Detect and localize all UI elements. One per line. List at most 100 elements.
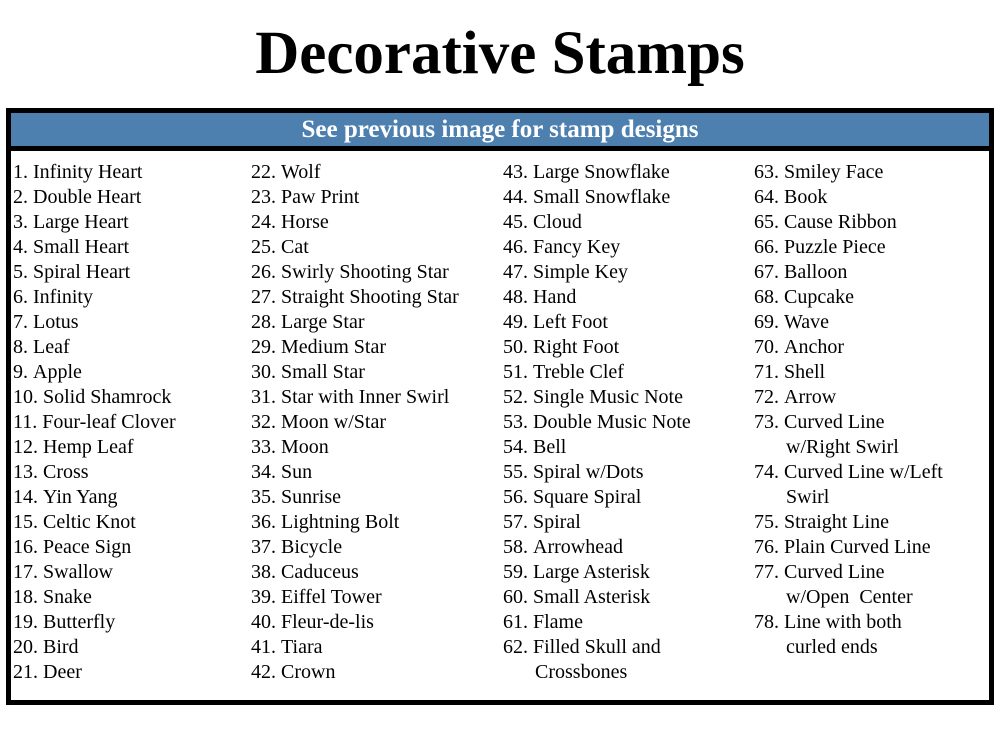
item-number: 23. (251, 186, 276, 208)
list-item: 15. Celtic Knot (13, 511, 136, 533)
item-number: 6. (13, 286, 28, 308)
item-number: 69. (754, 311, 779, 333)
list-item: 16. Peace Sign (13, 536, 132, 558)
list-item: 24. Horse (251, 211, 329, 233)
item-number: 34. (251, 461, 276, 483)
list-item: 10. Solid Shamrock (13, 386, 172, 408)
list-item: 78. Line with both curled ends (754, 611, 902, 658)
item-number: 7. (13, 311, 28, 333)
item-number: 66. (754, 236, 779, 258)
banner: See previous image for stamp designs (11, 113, 989, 151)
list-item: 27. Straight Shooting Star (251, 286, 459, 308)
item-number: 48. (503, 286, 528, 308)
list-item: 35. Sunrise (251, 486, 341, 508)
item-number: 50. (503, 336, 528, 358)
item-number: 78. (754, 611, 779, 633)
item-number: 33. (251, 436, 276, 458)
list-item: 74. Curved Line w/Left Swirl (754, 461, 943, 508)
item-number: 62. (503, 636, 528, 658)
list-item: 61. Flame (503, 611, 583, 633)
list-item: 29. Medium Star (251, 336, 386, 358)
list-item: 65. Cause Ribbon (754, 211, 897, 233)
item-number: 67. (754, 261, 779, 283)
list-item: 55. Spiral w/Dots (503, 461, 644, 483)
list-item: 48. Hand (503, 286, 577, 308)
stamp-list-box: See previous image for stamp designs 1. I… (6, 108, 994, 705)
item-number: 60. (503, 586, 528, 608)
item-number: 49. (503, 311, 528, 333)
list-item: 6. Infinity (13, 286, 93, 308)
list-item: 2. Double Heart (13, 186, 142, 208)
list-item: 26. Swirly Shooting Star (251, 261, 449, 283)
list-item: 58. Arrowhead (503, 536, 623, 558)
list-item: 67. Balloon (754, 261, 848, 283)
item-number: 37. (251, 536, 276, 558)
list-item: 8. Leaf (13, 336, 70, 358)
item-number: 63. (754, 161, 779, 183)
list-item: 42. Crown (251, 661, 336, 683)
item-number: 72. (754, 386, 779, 408)
item-number: 46. (503, 236, 528, 258)
item-number: 4. (13, 236, 28, 258)
item-number: 21. (13, 661, 38, 683)
list-item: 18. Snake (13, 586, 92, 608)
item-number: 64. (754, 186, 779, 208)
banner-text: See previous image for stamp designs (301, 116, 699, 143)
list-item: 9. Apple (13, 361, 82, 383)
list-item: 51. Treble Clef (503, 361, 624, 383)
item-number: 14. (13, 486, 38, 508)
list-item: 31. Star with Inner Swirl (251, 386, 450, 408)
item-number: 20. (13, 636, 38, 658)
list-item: 57. Spiral (503, 511, 581, 533)
item-number: 70. (754, 336, 779, 358)
item-number: 3. (13, 211, 28, 233)
item-number: 31. (251, 386, 276, 408)
stamp-list: 1. Infinity Heart 2. Double Heart 3. Large He… (11, 151, 989, 685)
item-number: 36. (251, 511, 276, 533)
list-column: 43. Large Snowflake 44. Small Snowflake 45. C… (503, 160, 754, 685)
item-number: 58. (503, 536, 528, 558)
list-item: 39. Eiffel Tower (251, 586, 382, 608)
list-item: 38. Caduceus (251, 561, 359, 583)
page-title: Decorative Stamps (255, 20, 745, 87)
list-item: 32. Moon w/Star (251, 411, 386, 433)
list-item: 71. Shell (754, 361, 826, 383)
item-number: 57. (503, 511, 528, 533)
list-item: 23. Paw Print (251, 186, 360, 208)
list-item: 72. Arrow (754, 386, 837, 408)
item-number: 28. (251, 311, 276, 333)
item-number: 75. (754, 511, 779, 533)
list-item: 54. Bell (503, 436, 567, 458)
item-number: 10. (13, 386, 38, 408)
list-item: 68. Cupcake (754, 286, 854, 308)
item-number: 74. (754, 461, 779, 483)
item-number: 45. (503, 211, 528, 233)
item-number: 8. (13, 336, 28, 358)
item-number: 18. (13, 586, 38, 608)
item-number: 55. (503, 461, 528, 483)
item-number: 11. (13, 411, 38, 433)
item-number: 52. (503, 386, 528, 408)
list-item: 50. Right Foot (503, 336, 620, 358)
list-item: 47. Simple Key (503, 261, 628, 283)
list-item: 60. Small Asterisk (503, 586, 651, 608)
list-item: 37. Bicycle (251, 536, 343, 558)
list-item: 63. Smiley Face (754, 161, 884, 183)
list-item: 28. Large Star (251, 311, 365, 333)
list-item: 76. Plain Curved Line (754, 536, 931, 558)
item-number: 19. (13, 611, 38, 633)
item-number: 56. (503, 486, 528, 508)
list-item: 43. Large Snowflake (503, 161, 670, 183)
item-number: 27. (251, 286, 276, 308)
list-item: 77. Curved Line w/Open Center (754, 561, 913, 608)
list-item: 30. Small Star (251, 361, 365, 383)
item-number: 40. (251, 611, 276, 633)
list-item: 19. Butterfly (13, 611, 116, 633)
item-number: 30. (251, 361, 276, 383)
list-item: 25. Cat (251, 236, 309, 258)
list-item: 59. Large Asterisk (503, 561, 650, 583)
item-number: 16. (13, 536, 38, 558)
item-number: 53. (503, 411, 528, 433)
list-item: 66. Puzzle Piece (754, 236, 886, 258)
list-item: 34. Sun (251, 461, 313, 483)
